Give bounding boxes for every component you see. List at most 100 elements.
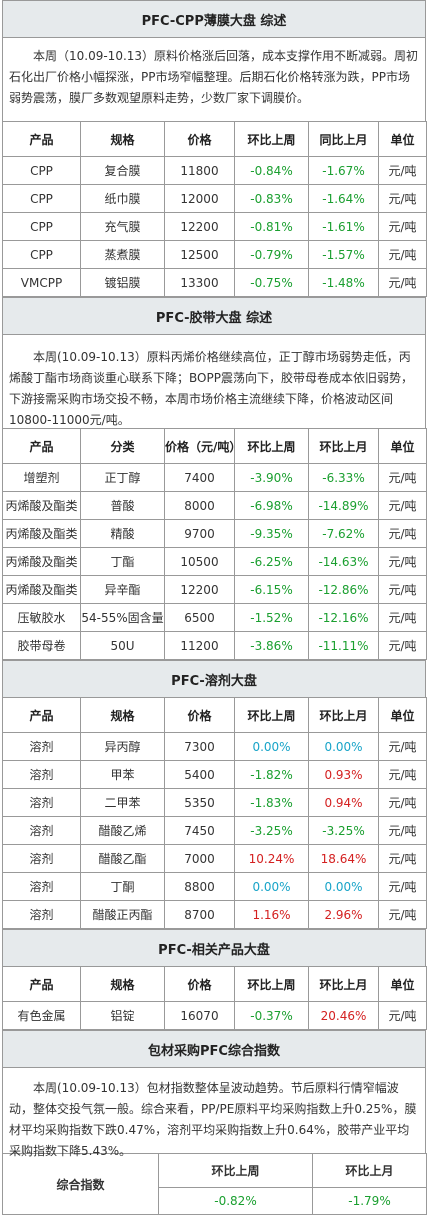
tape-cell: 元/吨	[378, 463, 427, 492]
solvent-section-title: PFC-溶剂大盘	[2, 660, 426, 697]
tape-cell: 6500	[164, 603, 235, 632]
solvent-cell: 0.94%	[308, 788, 379, 817]
table-row: 溶剂 醋酸正丙酯 8700 1.16% 2.96% 元/吨	[2, 900, 427, 929]
solvent-cell: -3.25%	[234, 816, 309, 845]
table-row: 溶剂 二甲苯 5350 -1.83% 0.94% 元/吨	[2, 788, 427, 817]
tape-header-cell: 分类	[80, 428, 165, 464]
solvent-cell: 0.93%	[308, 760, 379, 789]
table-row: CPP 纸巾膜 12000 -0.83% -1.64% 元/吨	[2, 184, 427, 213]
index-header-week: 环比上周	[158, 1153, 313, 1188]
solvent-cell: 溶剂	[2, 732, 81, 761]
solvent-cell: 0.00%	[308, 872, 379, 901]
solvent-cell: 溶剂	[2, 816, 81, 845]
cpp-cell: VMCPP	[2, 268, 81, 297]
solvent-cell: 异丙醇	[80, 732, 165, 761]
solvent-cell: 元/吨	[378, 900, 427, 929]
cpp-cell: 元/吨	[378, 240, 427, 269]
tape-cell: -7.62%	[308, 519, 379, 548]
table-row: 丙烯酸及酯类 异辛酯 12200 -6.15% -12.86% 元/吨	[2, 575, 427, 604]
solvent-cell: 溶剂	[2, 872, 81, 901]
solvent-cell: 元/吨	[378, 732, 427, 761]
solvent-cell: 8700	[164, 900, 235, 929]
tape-cell: -6.25%	[234, 547, 309, 576]
tape-cell: -3.86%	[234, 631, 309, 660]
cpp-header-cell: 环比上周	[234, 121, 309, 157]
solvent-cell: 7450	[164, 816, 235, 845]
related-header-cell: 规格	[80, 966, 165, 1002]
table-row: 增塑剂 正丁醇 7400 -3.90% -6.33% 元/吨	[2, 463, 427, 492]
table-row: VMCPP 镀铝膜 13300 -0.75% -1.48% 元/吨	[2, 268, 427, 297]
table-row: 丙烯酸及酯类 丁酯 10500 -6.25% -14.63% 元/吨	[2, 547, 427, 576]
solvent-cell: 二甲苯	[80, 788, 165, 817]
tape-cell: 元/吨	[378, 519, 427, 548]
tape-cell: -12.16%	[308, 603, 379, 632]
cpp-cell: CPP	[2, 240, 81, 269]
solvent-cell: 1.16%	[234, 900, 309, 929]
index-value-month: -1.79%	[312, 1186, 427, 1215]
solvent-cell: 溶剂	[2, 900, 81, 929]
tape-cell: 丙烯酸及酯类	[2, 575, 81, 604]
cpp-header-cell: 价格	[164, 121, 235, 157]
solvent-cell: 醋酸正丙酯	[80, 900, 165, 929]
solvent-cell: -3.25%	[308, 816, 379, 845]
tape-cell: -14.89%	[308, 491, 379, 520]
tape-cell: 元/吨	[378, 631, 427, 660]
related-cell: -0.37%	[234, 1001, 309, 1030]
tape-cell: 普酸	[80, 491, 165, 520]
tape-cell: 元/吨	[378, 603, 427, 632]
tape-cell: 12200	[164, 575, 235, 604]
index-summary: 本周(10.09-10.13）包材指数整体呈波动趋势。节后原料行情窄幅波动，整体…	[2, 1067, 426, 1158]
cpp-cell: 元/吨	[378, 268, 427, 297]
tape-cell: -6.15%	[234, 575, 309, 604]
cpp-cell: 元/吨	[378, 212, 427, 241]
tape-header-cell: 价格（元/吨）	[164, 428, 235, 464]
solvent-cell: 0.00%	[308, 732, 379, 761]
tape-cell: 异辛酯	[80, 575, 165, 604]
table-row: 溶剂 醋酸乙烯 7450 -3.25% -3.25% 元/吨	[2, 816, 427, 845]
tape-cell: 增塑剂	[2, 463, 81, 492]
cpp-cell: -0.75%	[234, 268, 309, 297]
tape-cell: 丁酯	[80, 547, 165, 576]
solvent-cell: -1.83%	[234, 788, 309, 817]
solvent-cell: 溶剂	[2, 844, 81, 873]
cpp-cell: 纸巾膜	[80, 184, 165, 213]
tape-cell: 11200	[164, 631, 235, 660]
tape-cell: 丙烯酸及酯类	[2, 519, 81, 548]
solvent-cell: 2.96%	[308, 900, 379, 929]
related-header-cell: 产品	[2, 966, 81, 1002]
related-cell: 20.46%	[308, 1001, 379, 1030]
solvent-cell: 元/吨	[378, 816, 427, 845]
solvent-table: 产品 规格 价格 环比上周 环比上月 单位 溶剂 异丙醇 7300 0.00% 0.00% 元/吨溶…	[2, 697, 427, 929]
table-row: CPP 蒸煮膜 12500 -0.79% -1.57% 元/吨	[2, 240, 427, 269]
cpp-cell: 12000	[164, 184, 235, 213]
cpp-summary: 本周（10.09-10.13）原料价格涨后回落，成本支撑作用不断减弱。周初石化出…	[2, 37, 426, 121]
solvent-header-cell: 环比上月	[308, 697, 379, 733]
index-value-week: -0.82%	[158, 1186, 313, 1215]
cpp-cell: 元/吨	[378, 156, 427, 185]
solvent-header-cell: 单位	[378, 697, 427, 733]
table-row: CPP 充气膜 12200 -0.81% -1.61% 元/吨	[2, 212, 427, 241]
cpp-header-cell: 产品	[2, 121, 81, 157]
cpp-header-cell: 同比上月	[308, 121, 379, 157]
tape-cell: -9.35%	[234, 519, 309, 548]
table-row: 丙烯酸及酯类 普酸 8000 -6.98% -14.89% 元/吨	[2, 491, 427, 520]
tape-cell: 丙烯酸及酯类	[2, 491, 81, 520]
cpp-cell: 12200	[164, 212, 235, 241]
cpp-cell: 13300	[164, 268, 235, 297]
table-row: 胶带母卷 50U 11200 -3.86% -11.11% 元/吨	[2, 631, 427, 660]
related-section-title: PFC-相关产品大盘	[2, 929, 426, 966]
index-header-month: 环比上月	[312, 1153, 427, 1188]
solvent-cell: 10.24%	[234, 844, 309, 873]
related-table: 产品 规格 价格 环比上周 环比上月 单位 有色金属 铝锭 16070 -0.37% 20.46%…	[2, 966, 427, 1030]
tape-cell: 元/吨	[378, 547, 427, 576]
solvent-header-cell: 规格	[80, 697, 165, 733]
table-row: 溶剂 丁酮 8800 0.00% 0.00% 元/吨	[2, 872, 427, 901]
table-row: 有色金属 铝锭 16070 -0.37% 20.46% 元/吨	[2, 1001, 427, 1030]
cpp-table: 产品 规格 价格 环比上周 同比上月 单位 CPP 复合膜 11800 -0.84% -1.67%…	[2, 121, 427, 297]
cpp-cell: -1.67%	[308, 156, 379, 185]
related-header-cell: 单位	[378, 966, 427, 1002]
tape-cell: 8000	[164, 491, 235, 520]
cpp-header-cell: 规格	[80, 121, 165, 157]
solvent-header-cell: 产品	[2, 697, 81, 733]
tape-cell: 丙烯酸及酯类	[2, 547, 81, 576]
